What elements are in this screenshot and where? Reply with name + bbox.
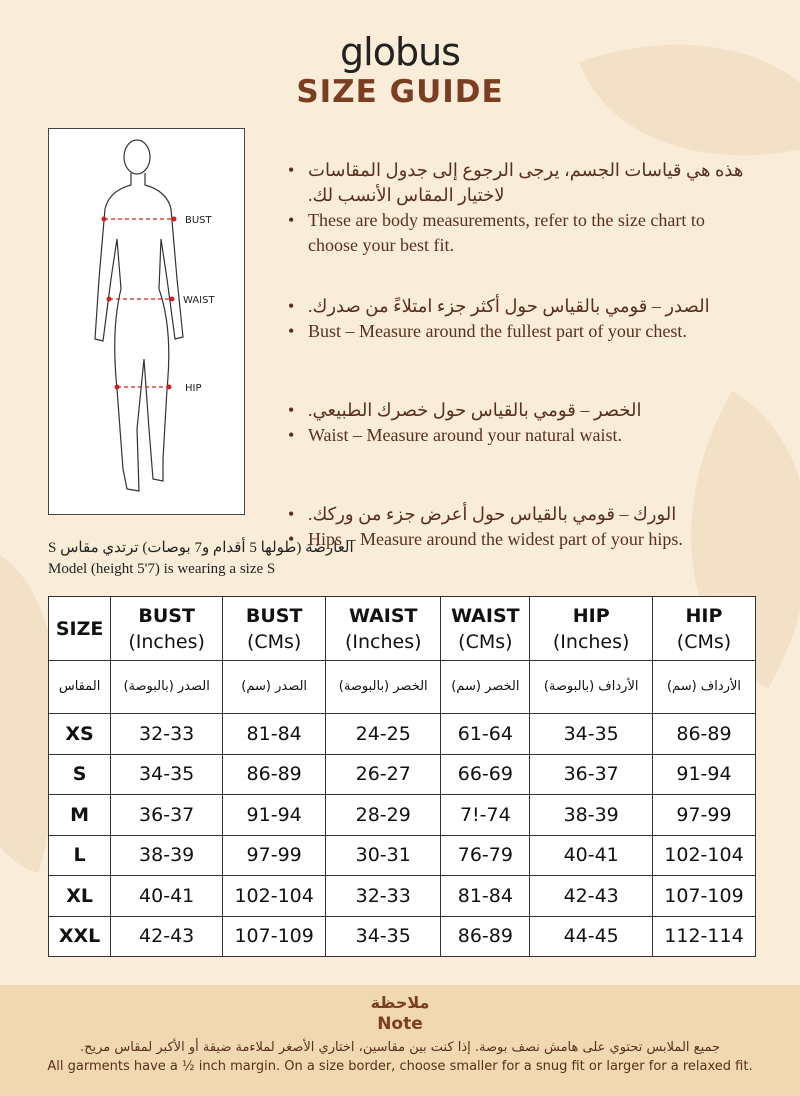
measurement-cell: 86-89 <box>440 915 531 957</box>
bust-label: BUST <box>185 215 213 226</box>
measurement-cell: 61-64 <box>440 713 531 755</box>
header-unit: (CMs) <box>676 630 732 653</box>
column-header-ar: الصدر (بالبوصة) <box>110 660 224 714</box>
measurement-cell: 107-109 <box>651 875 757 917</box>
measurement-cell: 7!-74 <box>440 794 531 836</box>
measurement-cell: 102-104 <box>222 875 327 917</box>
measurement-cell: 76-79 <box>440 834 531 876</box>
brand-logo: globus <box>340 30 461 74</box>
page-title: SIZE GUIDE <box>296 74 504 110</box>
column-header: HIP (Inches) <box>529 596 653 661</box>
body-measurement-figure: BUST WAIST HIP <box>48 128 245 515</box>
column-header: BUST (Inches) <box>110 596 224 661</box>
measurement-cell: 38-39 <box>529 794 653 836</box>
table-row: M 36-37 91-94 28-29 7!-74 38-39 97-99 <box>47 794 757 836</box>
size-cell: S <box>47 753 112 795</box>
measurement-cell: 97-99 <box>651 794 757 836</box>
measurement-cell: 36-37 <box>110 794 224 836</box>
table-row: XL 40-41 102-104 32-33 81-84 42-43 107-109 <box>47 875 757 917</box>
measurement-cell: 32-33 <box>325 875 442 917</box>
size-chart-table: SIZE BUST (Inches) BUST (CMs) WAIST (Inches) WA… <box>47 596 757 957</box>
size-cell: L <box>47 834 112 876</box>
model-info-en: Model (height 5'7) is wearing a size S <box>48 561 276 577</box>
column-header-ar: الخصر (بالبوصة) <box>325 660 442 714</box>
measurement-cell: 112-114 <box>651 915 757 957</box>
measurement-cell: 40-41 <box>529 834 653 876</box>
header-unit: (CMs) <box>246 630 302 653</box>
size-cell: XXL <box>47 915 112 957</box>
measurement-cell: 81-84 <box>222 713 327 755</box>
column-header: SIZE <box>47 596 112 661</box>
note-text-ar: جميع الملابس تحتوي على هامش نصف بوصة. إذ… <box>79 1040 721 1055</box>
table-row: XXL 42-43 107-109 34-35 86-89 44-45 112-114 <box>47 915 757 957</box>
note-section: ملاحظة Note جميع الملابس تحتوي على هامش … <box>0 985 800 1096</box>
header-label: HIP <box>572 604 610 627</box>
note-text: All garments have a ½ inch margin. On a … <box>47 1059 753 1074</box>
measurement-cell: 86-89 <box>651 713 757 755</box>
measurement-cell: 34-35 <box>110 753 224 795</box>
header-label: SIZE <box>55 617 104 640</box>
measurement-cell: 26-27 <box>325 753 442 795</box>
measurement-cell: 42-43 <box>110 915 224 957</box>
header-unit: (Inches) <box>344 630 422 653</box>
measurement-cell: 32-33 <box>110 713 224 755</box>
measurement-cell: 34-35 <box>529 713 653 755</box>
column-header: BUST (CMs) <box>222 596 327 661</box>
model-info: العارضة (طولها 5 أقدام و7 بوصات) ترتدي م… <box>48 538 354 580</box>
measurement-cell: 30-31 <box>325 834 442 876</box>
instruction-ar: هذه هي قياسات الجسم، يرجى الرجوع إلى جدو… <box>288 158 748 208</box>
column-header-ar: الأرداف (سم) <box>651 660 757 714</box>
column-header-ar: الخصر (سم) <box>440 660 531 714</box>
column-header: HIP (CMs) <box>651 596 757 661</box>
bust-instruction-en: Bust – Measure around the fullest part o… <box>288 319 748 344</box>
measurement-cell: 81-84 <box>440 875 531 917</box>
column-header-ar: المقاس <box>47 660 112 714</box>
table-row: L 38-39 97-99 30-31 76-79 40-41 102-104 <box>47 834 757 876</box>
table-row: XS 32-33 81-84 24-25 61-64 34-35 86-89 <box>47 713 757 755</box>
size-cell: M <box>47 794 112 836</box>
table-row: S 34-35 86-89 26-27 66-69 36-37 91-94 <box>47 753 757 795</box>
header-label: WAIST <box>348 604 418 627</box>
size-cell: XL <box>47 875 112 917</box>
note-title-ar: ملاحظة <box>370 993 430 1012</box>
measurement-instructions: هذه هي قياسات الجسم، يرجى الرجوع إلى جدو… <box>288 158 748 580</box>
header-unit: (Inches) <box>552 630 630 653</box>
model-info-ar: العارضة (طولها 5 أقدام و7 بوصات) ترتدي م… <box>48 540 354 556</box>
header-label: WAIST <box>451 604 520 627</box>
instruction-en: These are body measurements, refer to th… <box>288 208 748 258</box>
hip-label: HIP <box>185 383 202 394</box>
bust-instruction-ar: الصدر – قومي بالقياس حول أكثر جزء امتلاء… <box>288 294 748 319</box>
measurement-cell: 38-39 <box>110 834 224 876</box>
measurement-cell: 91-94 <box>222 794 327 836</box>
header-label: HIP <box>685 604 723 627</box>
measurement-cell: 44-45 <box>529 915 653 957</box>
column-header-ar: الصدر (سم) <box>222 660 327 714</box>
column-header: WAIST (CMs) <box>440 596 531 661</box>
measurement-cell: 40-41 <box>110 875 224 917</box>
measurement-cell: 28-29 <box>325 794 442 836</box>
header-unit: (Inches) <box>128 630 205 653</box>
measurement-cell: 91-94 <box>651 753 757 795</box>
measurement-cell: 36-37 <box>529 753 653 795</box>
measurement-cell: 97-99 <box>222 834 327 876</box>
measurement-cell: 34-35 <box>325 915 442 957</box>
size-cell: XS <box>47 713 112 755</box>
waist-instruction-en: Waist – Measure around your natural wais… <box>288 423 748 448</box>
waist-instruction-ar: الخصر – قومي بالقياس حول خصرك الطبيعي. <box>288 398 748 423</box>
waist-label: WAIST <box>183 295 215 306</box>
measurement-cell: 42-43 <box>529 875 653 917</box>
measurement-cell: 107-109 <box>222 915 327 957</box>
measurement-cell: 66-69 <box>440 753 531 795</box>
measurement-cell: 24-25 <box>325 713 442 755</box>
note-title: Note <box>377 1014 423 1034</box>
measurement-cell: 102-104 <box>651 834 757 876</box>
header-label: BUST <box>245 604 303 627</box>
hip-instruction-ar: الورك – قومي بالقياس حول أعرض جزء من ورك… <box>288 502 748 527</box>
measurement-cell: 86-89 <box>222 753 327 795</box>
column-header: WAIST (Inches) <box>325 596 442 661</box>
hip-instruction-en: Hips – Measure around the widest part of… <box>288 527 748 552</box>
header-unit: (CMs) <box>458 630 513 653</box>
column-header-ar: الأرداف (بالبوصة) <box>529 660 653 714</box>
header-label: BUST <box>138 604 195 627</box>
